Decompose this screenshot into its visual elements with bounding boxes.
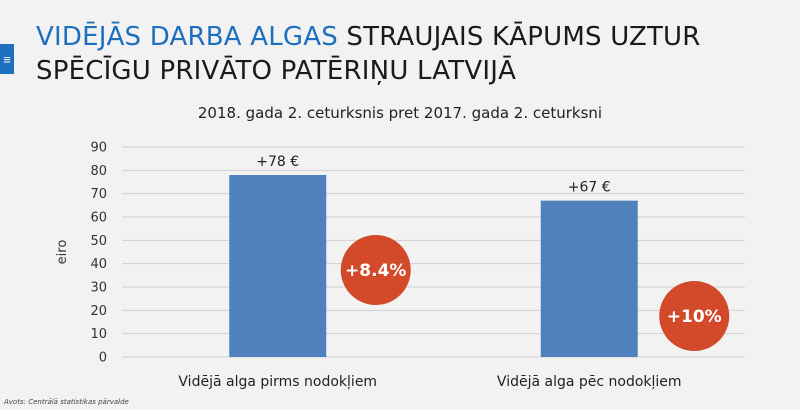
y-tick-label: 0 bbox=[99, 351, 107, 366]
percent-badge bbox=[659, 281, 730, 351]
y-tick-label: 10 bbox=[90, 327, 107, 342]
y-tick-label: 20 bbox=[90, 304, 107, 319]
title-line2: SPĒCĪGU PRIVĀTO PATĒRIŅU LATVIJĀ bbox=[36, 56, 517, 86]
y-tick-label: 80 bbox=[90, 164, 107, 179]
percent-badge bbox=[340, 235, 411, 305]
bar bbox=[229, 175, 327, 357]
percent-badge-label: +8.4% bbox=[345, 261, 406, 281]
y-tick-label: 40 bbox=[90, 257, 107, 272]
y-tick-label: 70 bbox=[90, 187, 107, 202]
chart-title: 2018. gada 2. ceturksnis pret 2017. gada… bbox=[197, 104, 603, 122]
y-tick-label: 30 bbox=[90, 281, 107, 296]
data-label: +67 € bbox=[568, 180, 611, 196]
page-title: VIDĒJĀS DARBA ALGAS STRAUJAIS KĀPUMS UZT… bbox=[36, 20, 756, 88]
y-tick-label: 50 bbox=[90, 234, 107, 249]
title-rest-line1: STRAUJAIS KĀPUMS UZTUR bbox=[337, 22, 701, 52]
bar bbox=[540, 200, 638, 357]
y-tick-label: 90 bbox=[90, 141, 107, 156]
data-label: +78 € bbox=[256, 154, 299, 170]
hamburger-icon[interactable]: ≡ bbox=[0, 44, 14, 74]
percent-badge-label: +10% bbox=[667, 307, 722, 327]
y-tick-label: 60 bbox=[90, 211, 107, 226]
category-label: Vidējā alga pēc nodokļiem bbox=[497, 374, 682, 390]
title-highlight: VIDĒJĀS DARBA ALGAS bbox=[36, 22, 338, 52]
y-axis-label: eiro bbox=[55, 240, 70, 265]
source-note: Avots: Centrālā statistikas pārvalde bbox=[4, 398, 129, 406]
category-label: Vidējā alga pirms nodokļiem bbox=[178, 374, 377, 390]
